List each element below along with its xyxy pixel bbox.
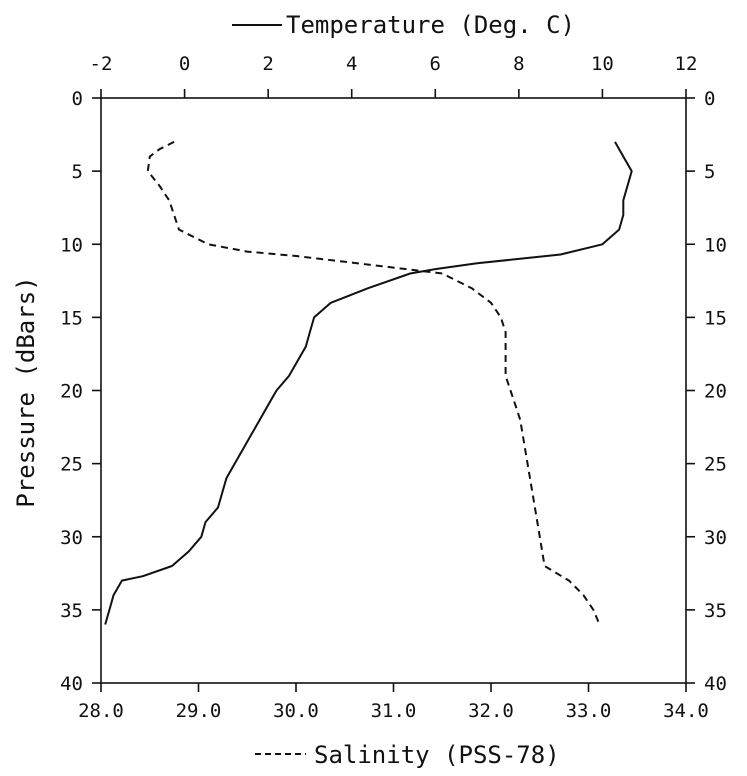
y-tick-label-left: 0 [72,88,83,110]
y-tick-label-right: 40 [704,673,727,695]
axis-tick-labels: 0 0 5 5 10 10 15 15 20 20 25 25 30 30 35 35 40 40 -2 0 2 4 6 8 1… [60,53,727,722]
temperature-tick-label: 8 [513,53,524,75]
y-tick-label-left: 40 [60,673,83,695]
temperature-tick-label: 2 [262,53,273,75]
data-series [104,141,633,625]
temperature-tick-label: 10 [591,53,614,75]
y-tick-label-right: 20 [704,381,727,403]
temperature-tick-label: 4 [346,53,357,75]
y-tick-label-left: 20 [60,381,83,403]
salinity-tick-label: 30.0 [273,700,319,722]
y-tick-label-right: 5 [704,161,715,183]
legend-salinity: Salinity (PSS-78) [255,741,560,769]
y-tick-label-left: 15 [60,307,83,329]
axis-ticks [92,89,695,692]
y-tick-label-left: 5 [72,161,83,183]
plot-frame [100,97,687,684]
y-tick-label-right: 30 [704,527,727,549]
temperature-tick-label: 0 [179,53,190,75]
y-tick-label-right: 0 [704,88,715,110]
y-tick-label-right: 15 [704,307,727,329]
salinity-tick-label: 29.0 [176,700,222,722]
temperature-tick-label: 12 [675,53,698,75]
salinity-tick-label: 34.0 [663,700,709,722]
y-tick-label-right: 35 [704,600,727,622]
legend-salinity-label: Salinity (PSS-78) [314,741,560,769]
salinity-series-line [146,141,600,622]
salinity-tick-label: 31.0 [371,700,417,722]
temperature-series-line [104,141,633,625]
legend-temperature-label: Temperature (Deg. C) [286,11,575,39]
salinity-tick-label: 32.0 [468,700,514,722]
y-tick-label-right: 10 [704,234,727,256]
y-axis-title: Pressure (dBars) [12,276,40,507]
temperature-tick-label: 6 [430,53,441,75]
y-tick-label-left: 30 [60,527,83,549]
salinity-tick-label: 28.0 [78,700,124,722]
y-tick-label-left: 10 [60,234,83,256]
y-tick-label-right: 25 [704,454,727,476]
y-tick-label-left: 25 [60,454,83,476]
legend-temperature: Temperature (Deg. C) [232,11,575,39]
salinity-tick-label: 33.0 [566,700,612,722]
y-tick-label-left: 35 [60,600,83,622]
temperature-tick-label: -2 [90,53,113,75]
